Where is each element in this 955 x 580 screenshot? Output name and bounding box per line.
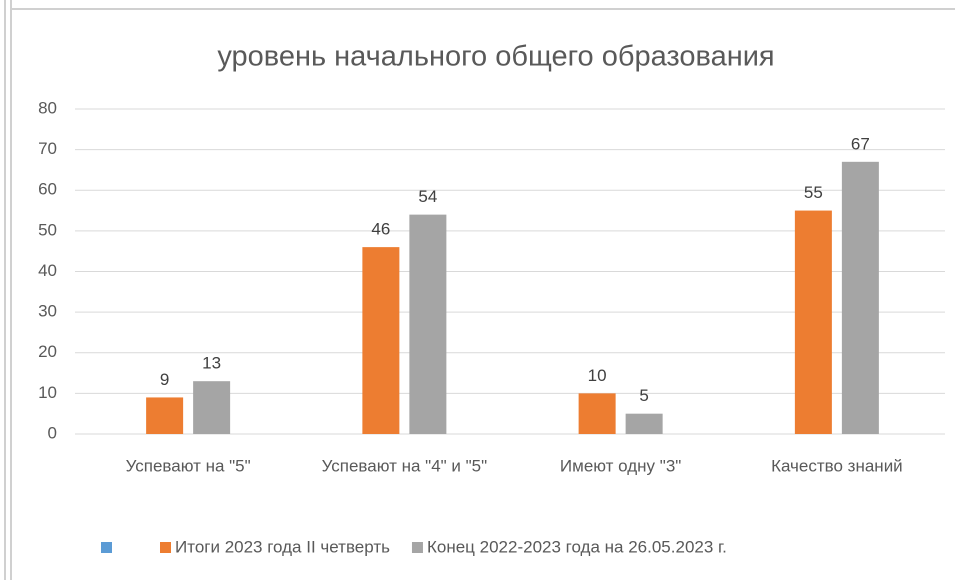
- y-tick-label: 70: [38, 139, 57, 158]
- bar: [794, 210, 832, 434]
- data-label: 10: [588, 366, 607, 385]
- chart-title: уровень начального общего образования: [217, 41, 774, 73]
- bar: [578, 393, 616, 434]
- y-tick-label: 50: [38, 220, 57, 239]
- data-label: 9: [160, 370, 169, 389]
- y-tick-label: 40: [38, 261, 57, 280]
- legend-label: Конец 2022-2023 года на 26.05.2023 г.: [427, 537, 727, 556]
- bar: [193, 381, 231, 434]
- data-label: 67: [851, 134, 870, 153]
- legend-swatch: [411, 542, 423, 553]
- x-tick-label: Успевают на "5": [126, 456, 251, 475]
- legend-swatch: [101, 542, 112, 553]
- data-label: 46: [371, 220, 390, 239]
- data-label: 13: [202, 354, 221, 373]
- data-label: 5: [639, 386, 648, 405]
- y-tick-label: 0: [48, 423, 57, 442]
- y-tick-label: 60: [38, 180, 57, 199]
- bar: [841, 161, 879, 434]
- bar: [625, 413, 663, 434]
- y-tick-label: 10: [38, 383, 57, 402]
- data-label: 55: [804, 183, 823, 202]
- legend-swatch: [160, 542, 171, 553]
- legend-label: Итоги 2023 года II четверть: [175, 537, 390, 556]
- bar: [362, 247, 400, 434]
- x-tick-label: Имеют одну "3": [560, 456, 681, 475]
- y-tick-label: 30: [38, 302, 57, 321]
- y-tick-label: 20: [38, 342, 57, 361]
- y-tick-label: 80: [38, 98, 57, 117]
- bar: [146, 397, 184, 434]
- x-tick-label: Успевают на "4" и "5": [322, 456, 488, 475]
- bar: [409, 214, 447, 434]
- x-tick-label: Качество знаний: [771, 456, 903, 475]
- data-label: 54: [418, 187, 437, 206]
